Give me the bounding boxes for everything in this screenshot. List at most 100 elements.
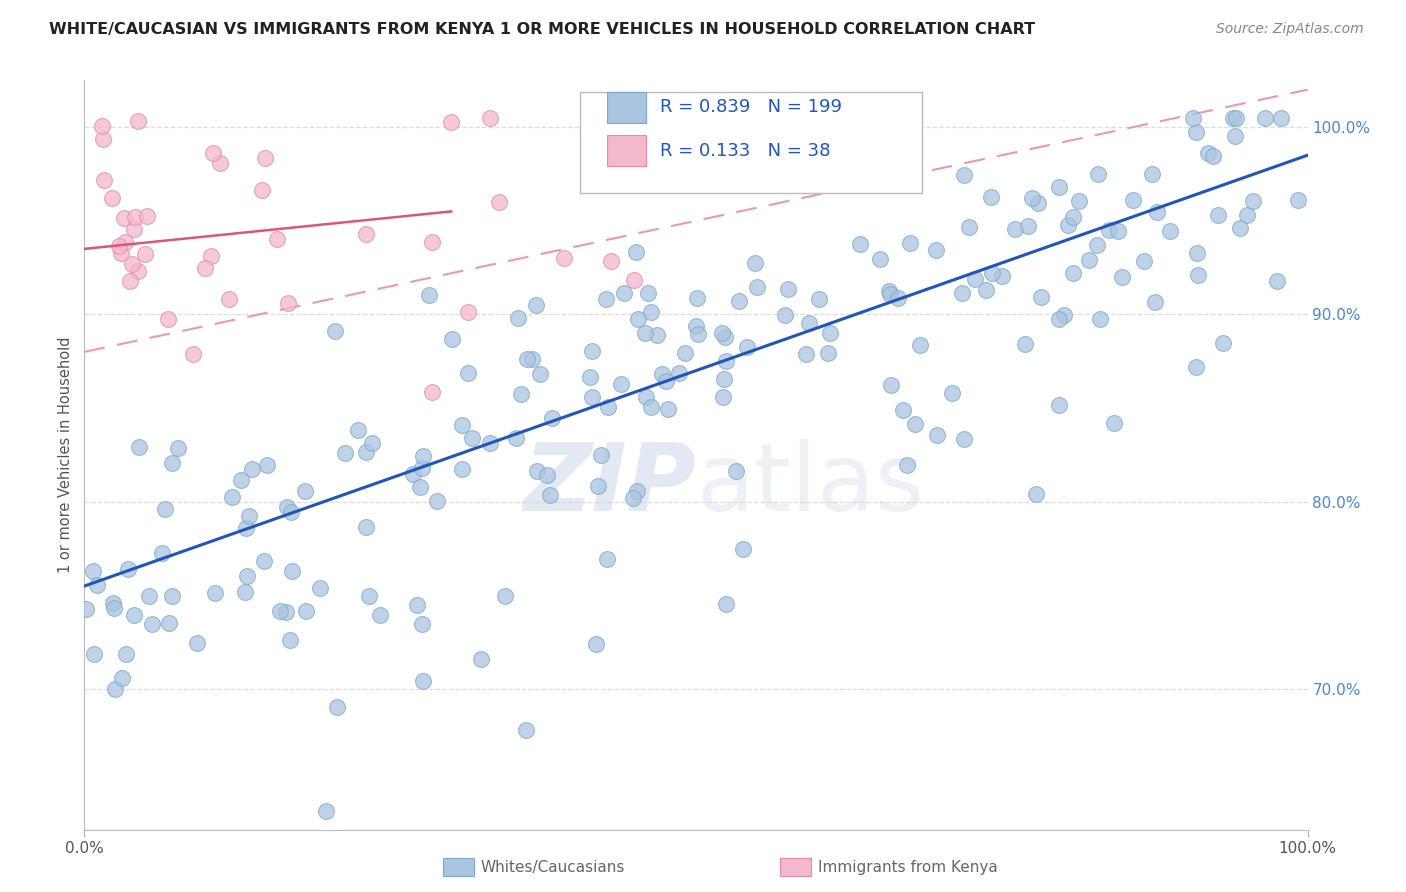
Point	[266, 232, 288, 246]
Point	[83, 647, 105, 661]
Point	[1056, 218, 1078, 232]
Point	[323, 324, 346, 338]
Point	[673, 346, 696, 360]
Point	[110, 245, 132, 260]
Point	[1014, 337, 1036, 351]
Point	[209, 156, 232, 170]
Point	[599, 254, 621, 268]
Point	[233, 585, 256, 599]
Point	[1067, 194, 1090, 208]
Point	[221, 490, 243, 504]
Point	[368, 608, 391, 623]
Point	[280, 505, 302, 519]
Point	[849, 237, 872, 252]
Point	[1017, 219, 1039, 233]
Point	[634, 326, 657, 340]
Point	[1025, 487, 1047, 501]
Point	[194, 261, 217, 276]
Point	[640, 401, 662, 415]
Point	[651, 368, 673, 382]
Point	[1047, 179, 1070, 194]
Point	[294, 483, 316, 498]
Point	[1236, 208, 1258, 222]
Point	[1098, 223, 1121, 237]
Point	[1229, 221, 1251, 235]
Point	[120, 275, 142, 289]
Point	[325, 700, 347, 714]
Point	[516, 352, 538, 367]
Point	[411, 617, 433, 632]
Point	[624, 245, 647, 260]
Point	[1062, 266, 1084, 280]
Point	[128, 441, 150, 455]
Point	[655, 374, 678, 388]
Point	[685, 319, 707, 334]
Point	[1021, 190, 1043, 204]
Point	[1185, 125, 1208, 139]
Point	[315, 804, 337, 818]
Point	[627, 312, 650, 326]
Point	[657, 402, 679, 417]
Bar	[606, 135, 645, 167]
Point	[578, 370, 600, 384]
Point	[256, 458, 278, 472]
Point	[796, 347, 818, 361]
Point	[623, 273, 645, 287]
Text: R = 0.839   N = 199: R = 0.839 N = 199	[661, 98, 842, 116]
Point	[925, 243, 948, 257]
Point	[108, 238, 131, 252]
Point	[713, 372, 735, 386]
Point	[957, 219, 980, 234]
Point	[1090, 312, 1112, 326]
Point	[357, 589, 380, 603]
Point	[135, 209, 157, 223]
Point	[869, 252, 891, 267]
Point	[347, 423, 370, 437]
Point	[1197, 146, 1219, 161]
Point	[581, 391, 603, 405]
Point	[1031, 290, 1053, 304]
Point	[141, 617, 163, 632]
Point	[645, 327, 668, 342]
Point	[335, 445, 357, 459]
Point	[1159, 224, 1181, 238]
Point	[276, 500, 298, 514]
Point	[891, 403, 914, 417]
Point	[274, 605, 297, 619]
Point	[1254, 111, 1277, 125]
Point	[90, 119, 112, 133]
Point	[1202, 148, 1225, 162]
Text: Immigrants from Kenya: Immigrants from Kenya	[818, 860, 998, 874]
Point	[776, 282, 799, 296]
Point	[153, 502, 176, 516]
Point	[581, 344, 603, 359]
Point	[110, 671, 132, 685]
Point	[157, 615, 180, 630]
Point	[1047, 312, 1070, 326]
Point	[807, 162, 830, 177]
Point	[127, 263, 149, 277]
Point	[1102, 417, 1125, 431]
Point	[250, 183, 273, 197]
Point	[595, 293, 617, 307]
Point	[253, 554, 276, 568]
Point	[235, 521, 257, 535]
Point	[166, 441, 188, 455]
Point	[127, 114, 149, 128]
Point	[1241, 194, 1264, 208]
Point	[589, 448, 612, 462]
Point	[1185, 246, 1208, 260]
Point	[478, 111, 501, 125]
Point	[134, 247, 156, 261]
Point	[898, 236, 921, 251]
Point	[714, 354, 737, 368]
Point	[308, 582, 330, 596]
Point	[637, 286, 659, 301]
Point	[488, 194, 510, 209]
Point	[1140, 167, 1163, 181]
Point	[1288, 193, 1310, 207]
Point	[229, 473, 252, 487]
Point	[710, 326, 733, 340]
Point	[1028, 196, 1050, 211]
Point	[478, 436, 501, 450]
